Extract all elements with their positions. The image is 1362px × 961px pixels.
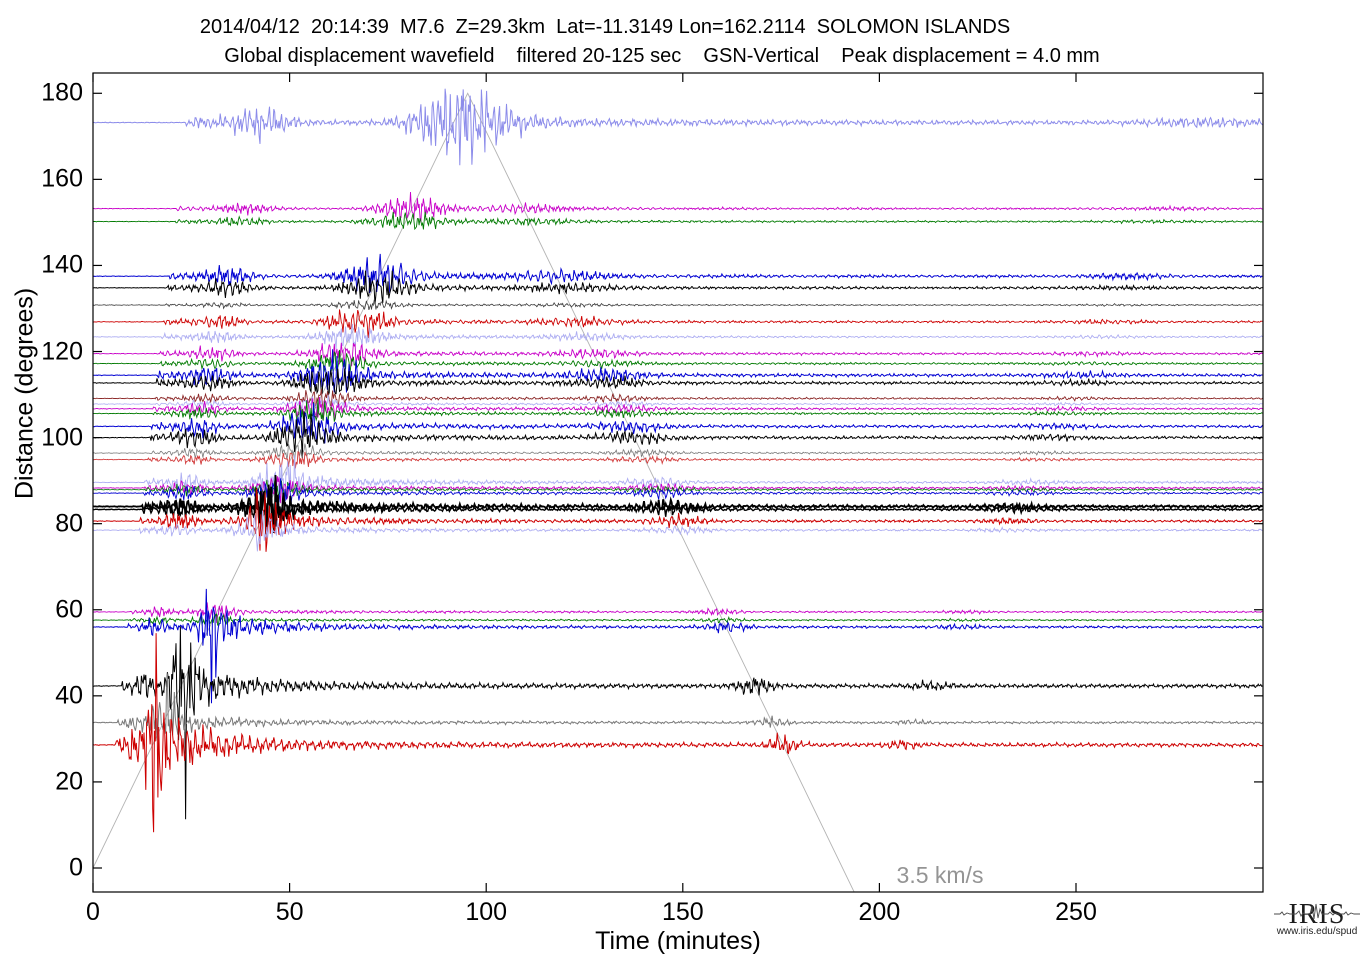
seismogram-trace [92,399,1263,423]
seismogram-trace [93,478,1263,506]
seismogram-trace [92,342,1263,368]
x-tick-label: 100 [465,898,508,926]
moveout-velocity-label: 3.5 km/s [896,862,984,888]
iris-logo: IRIS www.iris.edu/spud [1272,901,1362,937]
y-axis-label: Distance (degrees) [10,287,39,499]
seismogram-trace [92,211,1263,231]
seismogram-trace [92,388,1263,411]
y-tick-label: 0 [69,853,83,882]
y-tick-label: 140 [41,250,83,279]
seismogram-trace [92,411,1263,458]
seismogram-trace [92,474,1264,535]
event-title: 2014/04/12 20:14:39 M7.6 Z=29.3km Lat=-1… [199,16,1011,38]
seismogram-trace [92,253,1263,294]
seismogram-trace [92,394,1263,413]
x-tick-label: 0 [86,898,100,926]
y-tick-label: 180 [41,78,83,107]
y-tick-label: 60 [55,595,83,624]
y-tick-label: 80 [55,509,83,538]
x-tick-label: 200 [858,898,901,926]
y-tick-label: 120 [41,337,83,366]
seismogram-trace [92,602,1263,624]
seismogram-trace [92,191,1263,223]
y-tick-label: 40 [55,681,83,710]
x-tick-label: 250 [1055,898,1097,926]
plot-subtitle: Global displacement wavefield filtered 2… [224,45,1100,67]
seismogram-trace [92,396,1263,421]
seismogram-trace [92,349,1263,376]
seismogram-trace [92,588,1263,704]
seismogram-trace [92,488,1263,552]
seismogram-trace [92,88,1263,166]
seismogram-trace [92,443,1263,462]
iris-url-text: www.iris.edu/spud [1276,926,1358,937]
x-tick-label: 150 [661,898,704,926]
seismogram-trace [92,611,1263,627]
seismogram-trace [92,309,1263,339]
seismogram-trace [92,626,1263,820]
x-axis-label: Time (minutes) [595,927,761,955]
seismogram-trace [92,633,1263,833]
seismogram-trace [92,349,1263,393]
moveout-line [92,92,855,893]
axes-box [92,72,1264,893]
seismogram-trace [92,403,1263,444]
y-tick-label: 160 [41,164,83,193]
seismogram-trace [92,476,1263,504]
iris-seismogram-icon [1274,903,1360,920]
y-tick-label: 20 [55,767,83,796]
seismogram-trace [92,299,1263,311]
seismogram-trace [92,323,1263,349]
seismogram-trace [93,368,1263,396]
seismogram-trace [92,510,1263,552]
y-tick-label: 100 [41,423,83,452]
seismogram-trace [93,673,1263,741]
seismogram-trace [92,270,1263,305]
x-tick-label: 50 [275,898,304,926]
seismogram-trace [92,455,1263,518]
